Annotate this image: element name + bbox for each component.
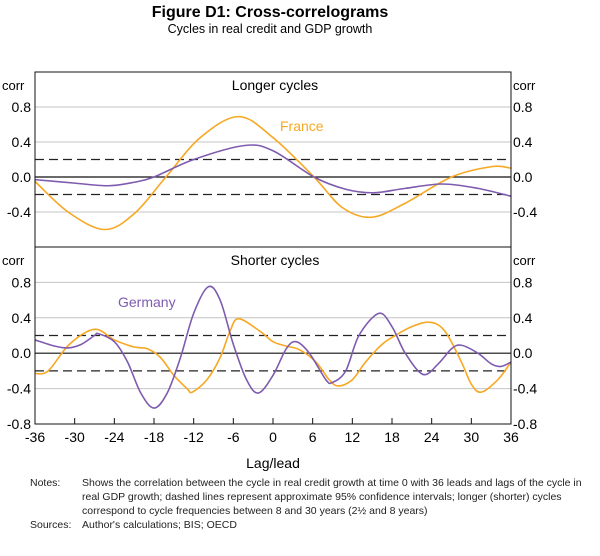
y-tick-label-left: -0.4 xyxy=(7,381,31,397)
x-tick-label: 6 xyxy=(309,429,317,445)
notes-label: Notes: xyxy=(30,477,61,489)
y-tick-label-right: 0.0 xyxy=(513,169,533,185)
figure-title: Figure D1: Cross-correlograms xyxy=(152,4,389,21)
y-tick-label-left: 0.0 xyxy=(12,169,32,185)
y-tick-label-left: 0.8 xyxy=(12,99,32,115)
x-tick-label: 18 xyxy=(384,429,400,445)
y-tick-label-left: -0.4 xyxy=(7,204,31,220)
x-tick-label: -36 xyxy=(25,429,45,445)
y-tick-label-left: 0.4 xyxy=(12,134,32,150)
france-line xyxy=(34,115,512,231)
y-tick-label-right: 0.0 xyxy=(513,345,533,361)
y-axis-label-right: corr xyxy=(513,253,536,268)
x-tick-label: 30 xyxy=(464,429,480,445)
panel-title: Shorter cycles xyxy=(231,252,320,268)
germany-line xyxy=(34,285,512,409)
y-tick-label-right: 0.8 xyxy=(513,274,533,290)
series-label-germany: Germany xyxy=(118,294,176,310)
series-label-france: France xyxy=(280,118,324,134)
notes-section: Notes: Shows the correlation between the … xyxy=(30,476,600,532)
x-tick-label: -6 xyxy=(227,429,240,445)
france-line xyxy=(34,317,512,394)
germany-line xyxy=(34,144,512,198)
y-tick-label-left: -0.8 xyxy=(7,416,31,432)
figure-subtitle: Cycles in real credit and GDP growth xyxy=(168,22,373,36)
y-tick-label-right: 0.8 xyxy=(513,99,533,115)
x-tick-label: -24 xyxy=(104,429,124,445)
x-tick-label: 24 xyxy=(424,429,440,445)
y-axis-label-right: corr xyxy=(513,78,536,93)
y-tick-label-left: 0.0 xyxy=(12,345,32,361)
x-tick-label: -18 xyxy=(144,429,164,445)
y-tick-label-left: 0.8 xyxy=(12,274,32,290)
y-tick-label-right: -0.4 xyxy=(513,204,537,220)
x-tick-label: -12 xyxy=(184,429,204,445)
x-axis-label: Lag/lead xyxy=(246,455,300,471)
notes-text: Shows the correlation between the cycle … xyxy=(82,477,582,517)
y-tick-label-left: 0.4 xyxy=(12,310,32,326)
sources-text: Author's calculations; BIS; OECD xyxy=(82,519,237,531)
x-tick-label: 36 xyxy=(503,429,519,445)
y-tick-label-right: -0.4 xyxy=(513,381,537,397)
y-tick-label-right: 0.4 xyxy=(513,134,533,150)
x-tick-label: 12 xyxy=(345,429,361,445)
y-tick-label-right: 0.4 xyxy=(513,310,533,326)
x-tick-label: -30 xyxy=(65,429,85,445)
panel-title: Longer cycles xyxy=(232,77,318,93)
sources-label: Sources: xyxy=(30,519,72,531)
y-axis-label-left: corr xyxy=(2,253,25,268)
y-tick-label-right: -0.8 xyxy=(513,416,537,432)
chart-svg: Figure D1: Cross-correlograms Cycles in … xyxy=(2,4,537,471)
x-tick-label: 0 xyxy=(269,429,277,445)
y-axis-label-left: corr xyxy=(2,78,25,93)
